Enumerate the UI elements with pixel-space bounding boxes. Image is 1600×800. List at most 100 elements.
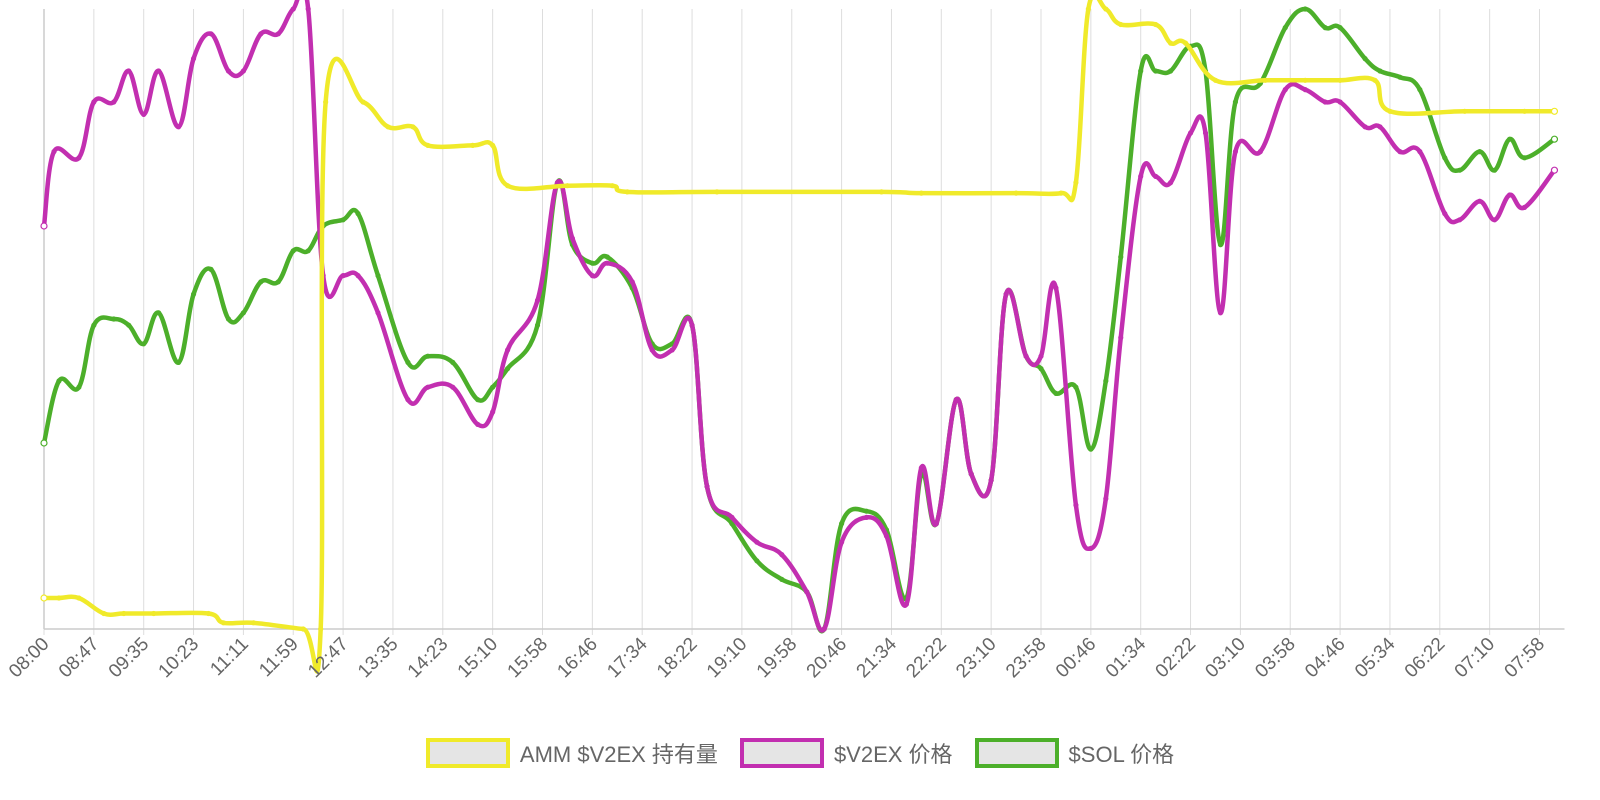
data-point[interactable] [76,155,82,161]
data-point[interactable] [1506,136,1513,142]
data-point[interactable] [838,520,845,527]
data-point[interactable] [1462,108,1468,114]
legend-item-amm[interactable]: AMM $V2EX 持有量 [425,737,718,769]
data-point[interactable] [1232,149,1239,155]
data-point[interactable] [405,397,411,403]
data-point[interactable] [410,124,416,130]
data-point[interactable] [933,520,939,527]
data-point[interactable] [76,595,82,601]
data-point[interactable] [1550,166,1559,174]
data-point[interactable] [290,248,296,254]
data-point[interactable] [1397,149,1403,155]
data-point[interactable] [490,409,496,415]
data-point[interactable] [355,273,361,279]
data-point[interactable] [1337,99,1343,105]
data-point[interactable] [490,142,496,148]
data-point[interactable] [405,359,411,365]
data-point[interactable] [111,316,117,322]
data-point[interactable] [714,189,720,195]
data-point[interactable] [1073,180,1079,186]
data-point[interactable] [729,520,735,527]
data-point[interactable] [340,217,346,223]
data-point[interactable] [1262,77,1268,83]
data-point[interactable] [40,594,48,602]
data-point[interactable] [1153,173,1159,179]
data-point[interactable] [1442,211,1448,217]
data-point[interactable] [323,99,329,105]
data-point[interactable] [175,359,182,365]
data-point[interactable] [863,514,870,521]
data-point[interactable] [1153,68,1159,74]
data-point[interactable] [669,347,675,353]
data-point[interactable] [918,190,924,196]
data-point[interactable] [208,31,214,37]
data-point[interactable] [258,279,264,285]
data-point[interactable] [1003,291,1009,297]
data-point[interactable] [1232,99,1239,105]
data-point[interactable] [1442,155,1448,161]
data-point[interactable] [1457,217,1463,223]
data-point[interactable] [1492,167,1498,173]
data-point[interactable] [729,514,735,521]
data-point[interactable] [1168,40,1174,46]
data-point[interactable] [450,359,456,365]
data-point[interactable] [1521,108,1528,114]
data-point[interactable] [240,68,246,74]
data-point[interactable] [821,626,827,632]
data-point[interactable] [779,576,785,583]
data-point[interactable] [1506,192,1513,198]
data-point[interactable] [649,347,655,353]
data-point[interactable] [156,68,162,74]
data-point[interactable] [1337,25,1343,31]
data-point[interactable] [534,322,541,328]
data-point[interactable] [56,378,62,384]
data-point[interactable] [704,483,710,489]
data-point[interactable] [779,551,785,558]
data-point[interactable] [754,558,760,564]
data-point[interactable] [355,211,361,217]
data-point[interactable] [1187,130,1194,136]
data-point[interactable] [629,279,635,285]
data-point[interactable] [1372,77,1378,83]
data-point[interactable] [250,620,256,626]
data-point[interactable] [375,273,381,279]
data-point[interactable] [1397,74,1403,80]
data-point[interactable] [1103,496,1109,502]
data-point[interactable] [1521,204,1528,210]
data-point[interactable] [1138,68,1144,74]
data-point[interactable] [340,273,346,279]
data-point[interactable] [240,310,246,316]
data-point[interactable] [111,99,117,105]
data-point[interactable] [56,595,62,601]
data-point[interactable] [1302,86,1308,93]
data-point[interactable] [1038,353,1044,359]
data-point[interactable] [1322,99,1328,105]
data-point[interactable] [205,610,212,617]
data-point[interactable] [918,465,924,471]
legend-item-sol[interactable]: $SOL 价格 [974,737,1174,769]
data-point[interactable] [1168,68,1174,74]
data-point[interactable] [225,68,232,74]
data-point[interactable] [126,68,132,74]
data-point[interactable] [126,322,132,328]
data-point[interactable] [1362,124,1368,130]
data-point[interactable] [1202,130,1209,136]
data-point[interactable] [1088,446,1094,452]
data-point[interactable] [1550,107,1559,115]
data-point[interactable] [1103,6,1109,12]
data-point[interactable] [275,31,281,37]
data-point[interactable] [1417,149,1423,155]
data-point[interactable] [804,589,810,595]
data-point[interactable] [300,626,306,632]
data-point[interactable] [1023,353,1029,359]
data-point[interactable] [450,384,456,390]
data-point[interactable] [40,439,48,447]
data-point[interactable] [883,533,890,539]
data-point[interactable] [624,189,630,195]
data-point[interactable] [1118,335,1124,341]
data-point[interactable] [1257,149,1263,155]
data-point[interactable] [190,55,197,62]
data-point[interactable] [1322,25,1328,31]
data-point[interactable] [1282,25,1288,31]
data-point[interactable] [1377,124,1383,130]
